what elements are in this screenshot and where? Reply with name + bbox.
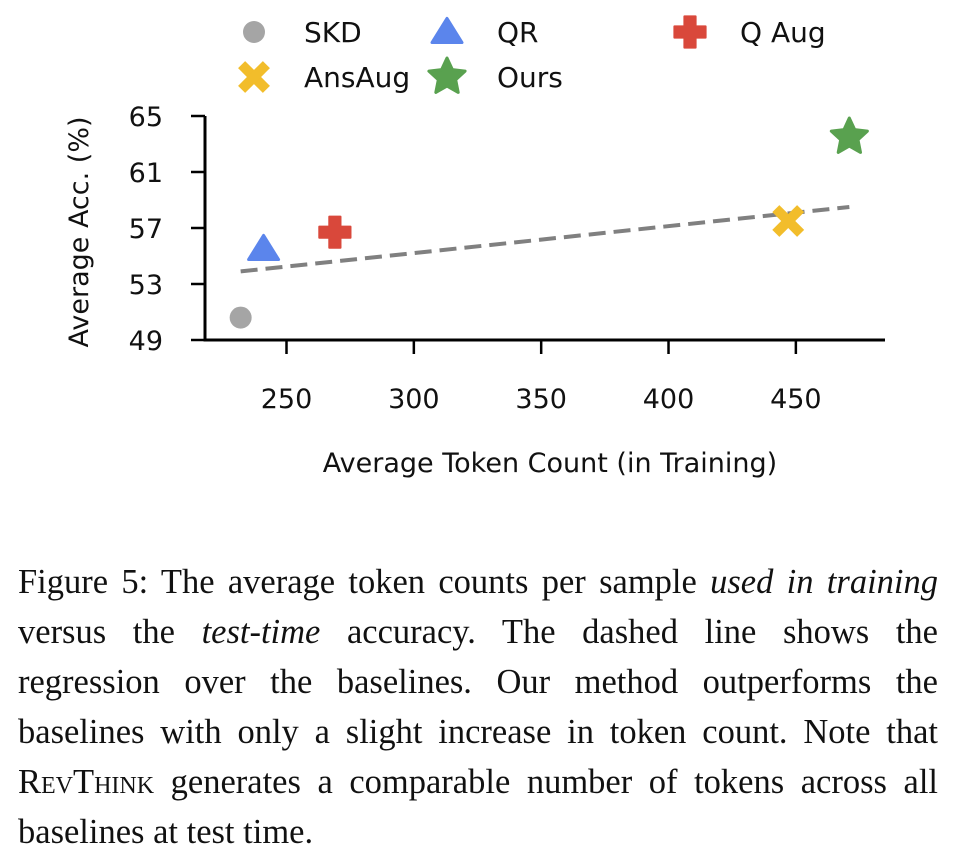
caption-text-4: generates a comparable number of tokens … (18, 762, 938, 851)
legend-marker-skd (243, 21, 265, 43)
caption-label: Figure 5: (18, 562, 149, 601)
x-tick-label: 350 (515, 384, 567, 415)
x-tick-label: 250 (261, 384, 313, 415)
y-axis-label: Average Acc. (%) (64, 116, 95, 347)
scatter-chart: SKD QR Q Aug AnsAug Ours 250 300 350 400 450 49 53… (64, 15, 885, 479)
point-q-aug (318, 215, 352, 249)
point-ansaug (772, 205, 805, 237)
point-ours (829, 116, 869, 154)
x-stroke-2 (238, 61, 270, 93)
y-tick-label: 61 (129, 158, 163, 189)
x-stroke-2 (772, 205, 805, 237)
caption-emphasis-1: used in training (710, 562, 938, 601)
y-tick-label: 49 (129, 326, 163, 357)
legend-marker-qr (430, 16, 464, 45)
legend-marker-ansaug (238, 61, 270, 93)
regression-line (240, 205, 850, 274)
legend-marker-ours (427, 56, 467, 94)
caption-text-1: The average token counts per sample (148, 562, 711, 601)
caption-text-3: accuracy. The dashed line shows the regr… (18, 612, 938, 751)
legend-label-ours: Ours (497, 61, 563, 94)
legend-label-qr: QR (497, 16, 539, 49)
y-tick-label: 57 (129, 214, 163, 245)
data-points (229, 116, 869, 329)
x-tick-label: 400 (643, 384, 695, 415)
legend-marker-q-aug (673, 15, 707, 49)
point-skd (229, 306, 252, 329)
method-name: RevThink (18, 762, 155, 801)
x-tick-label: 300 (388, 384, 440, 415)
legend-label-q-aug: Q Aug (740, 16, 826, 49)
ticks: 250 300 350 400 450 49 53 57 61 65 (129, 102, 822, 415)
x-tick-label: 450 (770, 384, 822, 415)
legend-label-skd: SKD (304, 16, 362, 49)
legend-label-ansaug: AnsAug (304, 61, 410, 94)
caption-text-2: versus the (18, 612, 202, 651)
legend: SKD QR Q Aug AnsAug Ours (238, 15, 826, 94)
caption-emphasis-2: test-time (201, 612, 321, 651)
y-tick-label: 53 (129, 270, 163, 301)
y-tick-label: 65 (129, 102, 163, 133)
figure-caption: Figure 5: The average token counts per s… (18, 557, 938, 857)
x-axis-label: Average Token Count (in Training) (323, 448, 777, 479)
point-qr (247, 233, 281, 262)
